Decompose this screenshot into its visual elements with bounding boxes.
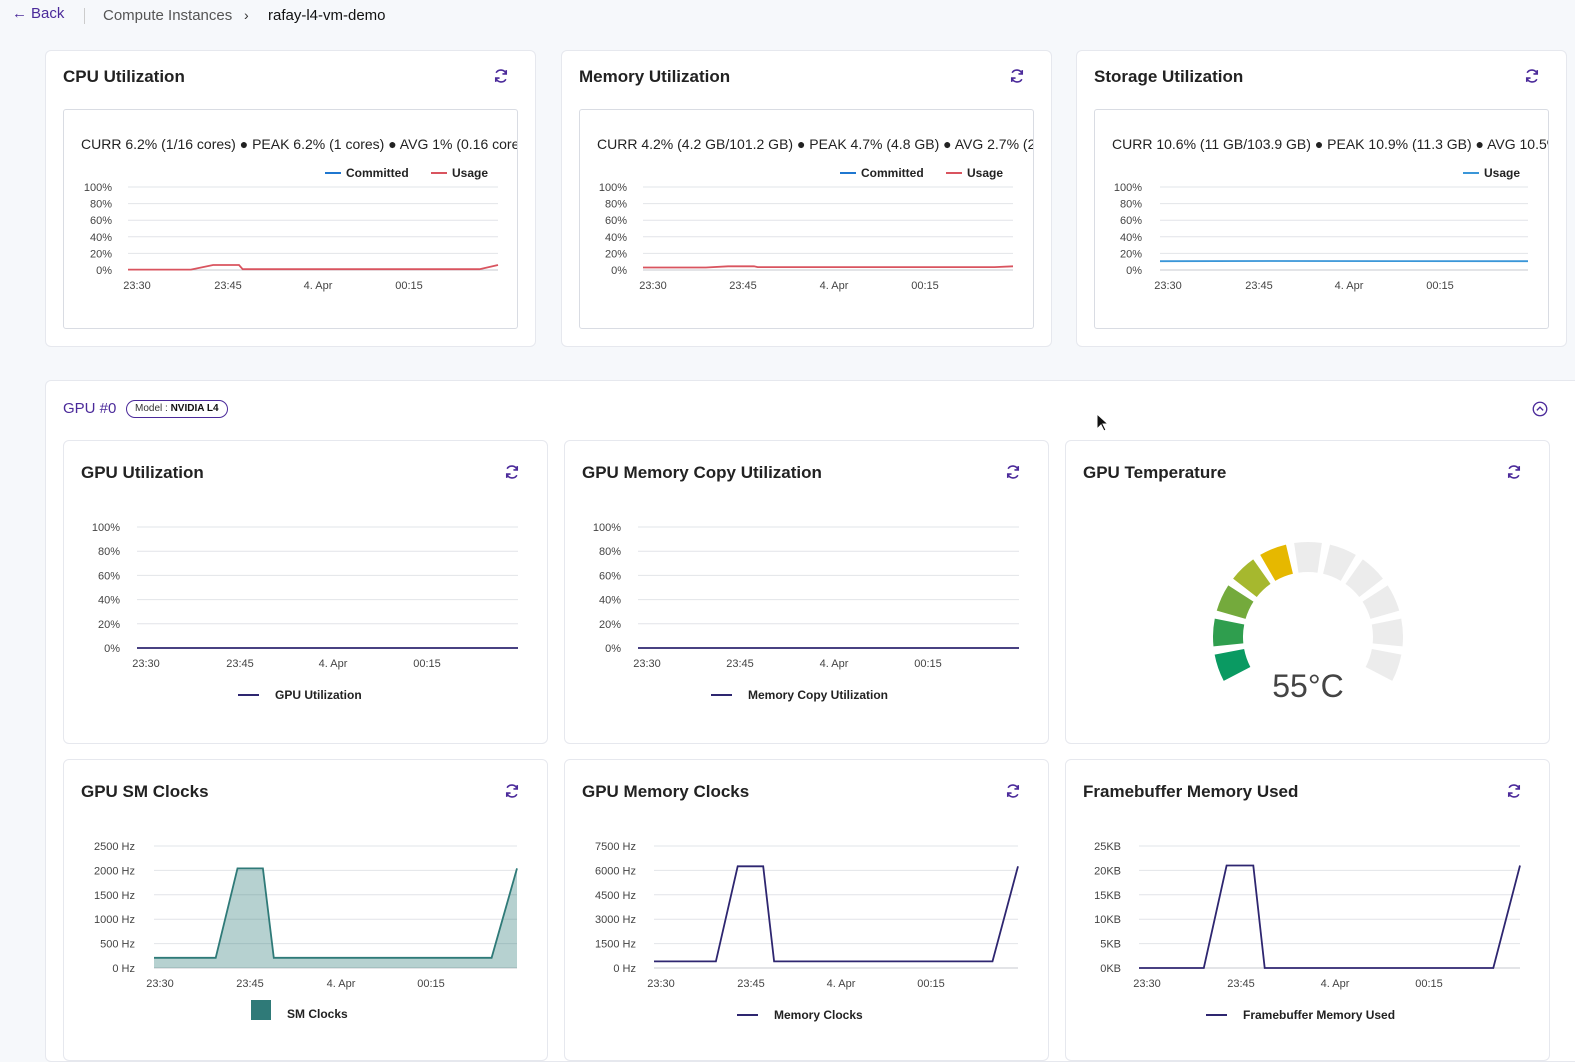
y-tick-label: 0 Hz [613, 963, 636, 975]
series-line [1139, 866, 1520, 969]
y-tick-label: 80% [90, 199, 112, 211]
y-tick-label: 0% [1126, 265, 1142, 277]
y-tick-label: 100% [84, 182, 112, 194]
y-tick-label: 0% [605, 643, 621, 655]
series-line [154, 868, 517, 957]
y-tick-label: 80% [599, 546, 621, 558]
y-tick-label: 7500 Hz [595, 841, 636, 853]
y-tick-label: 20% [605, 248, 627, 260]
x-tick-label: 00:15 [417, 978, 445, 990]
y-tick-label: 20% [599, 619, 621, 631]
x-tick-label: 23:45 [1227, 978, 1255, 990]
x-tick-label: 00:15 [914, 658, 942, 670]
x-tick-label: 4. Apr [820, 280, 849, 292]
y-tick-label: 10KB [1094, 914, 1121, 926]
y-tick-label: 60% [599, 570, 621, 582]
y-tick-label: 80% [605, 199, 627, 211]
series-line [643, 266, 1013, 267]
y-tick-label: 60% [90, 215, 112, 227]
legend-label: Usage [452, 166, 488, 180]
y-tick-label: 15KB [1094, 890, 1121, 902]
legend-label: Committed [346, 166, 409, 180]
x-tick-label: 23:45 [214, 280, 242, 292]
y-tick-label: 100% [92, 522, 120, 534]
x-tick-label: 23:30 [132, 658, 160, 670]
x-tick-label: 4. Apr [319, 658, 348, 670]
x-tick-label: 23:45 [726, 658, 754, 670]
x-tick-label: 00:15 [911, 280, 939, 292]
x-tick-label: 23:30 [1154, 280, 1182, 292]
y-tick-label: 3000 Hz [595, 914, 636, 926]
x-tick-label: 23:45 [226, 658, 254, 670]
y-tick-label: 40% [1120, 232, 1142, 244]
y-tick-label: 1500 Hz [595, 939, 636, 951]
y-tick-label: 80% [98, 546, 120, 558]
y-tick-label: 60% [98, 570, 120, 582]
series-line [654, 866, 1018, 961]
y-tick-label: 100% [593, 522, 621, 534]
y-tick-label: 100% [1114, 182, 1142, 194]
y-tick-label: 40% [98, 595, 120, 607]
x-tick-label: 23:30 [123, 280, 151, 292]
legend-label: Usage [967, 166, 1003, 180]
x-tick-label: 4. Apr [820, 658, 849, 670]
x-tick-label: 00:15 [917, 978, 945, 990]
y-tick-label: 1000 Hz [94, 914, 135, 926]
legend-label: Memory Clocks [774, 1008, 863, 1022]
x-tick-label: 23:30 [1133, 978, 1161, 990]
x-tick-label: 00:15 [395, 280, 423, 292]
y-tick-label: 20% [98, 619, 120, 631]
y-tick-label: 20% [90, 248, 112, 260]
y-tick-label: 100% [599, 182, 627, 194]
x-tick-label: 00:15 [1426, 280, 1454, 292]
x-tick-label: 00:15 [413, 658, 441, 670]
x-tick-label: 23:45 [236, 978, 264, 990]
x-tick-label: 4. Apr [827, 978, 856, 990]
y-tick-label: 4500 Hz [595, 890, 636, 902]
x-tick-label: 4. Apr [1321, 978, 1350, 990]
y-tick-label: 60% [605, 215, 627, 227]
y-tick-label: 500 Hz [100, 939, 135, 951]
y-tick-label: 0 Hz [112, 963, 135, 975]
y-tick-label: 0% [96, 265, 112, 277]
legend-label: SM Clocks [287, 1007, 348, 1021]
y-tick-label: 5KB [1100, 939, 1121, 951]
x-tick-label: 23:30 [633, 658, 661, 670]
y-tick-label: 0KB [1100, 963, 1121, 975]
y-tick-label: 0% [611, 265, 627, 277]
x-tick-label: 4. Apr [1335, 280, 1364, 292]
x-tick-label: 23:30 [639, 280, 667, 292]
x-tick-label: 00:15 [1415, 978, 1443, 990]
y-tick-label: 40% [90, 232, 112, 244]
y-tick-label: 2000 Hz [94, 865, 135, 877]
y-tick-label: 60% [1120, 215, 1142, 227]
y-tick-label: 20% [1120, 248, 1142, 260]
y-tick-label: 0% [104, 643, 120, 655]
y-tick-label: 80% [1120, 199, 1142, 211]
x-tick-label: 4. Apr [327, 978, 356, 990]
x-tick-label: 23:30 [146, 978, 174, 990]
x-tick-label: 4. Apr [304, 280, 333, 292]
legend-label: Usage [1484, 166, 1520, 180]
x-tick-label: 23:45 [729, 280, 757, 292]
legend-label: Committed [861, 166, 924, 180]
y-tick-label: 2500 Hz [94, 841, 135, 853]
y-tick-label: 40% [605, 232, 627, 244]
series-area [154, 868, 517, 968]
x-tick-label: 23:30 [647, 978, 675, 990]
legend-label: Memory Copy Utilization [748, 688, 888, 702]
legend-swatch [251, 1000, 271, 1020]
y-tick-label: 40% [599, 595, 621, 607]
series-line [128, 265, 498, 270]
legend-label: GPU Utilization [275, 688, 362, 702]
x-tick-label: 23:45 [737, 978, 765, 990]
x-tick-label: 23:45 [1245, 280, 1273, 292]
y-tick-label: 20KB [1094, 865, 1121, 877]
legend-label: Framebuffer Memory Used [1243, 1008, 1395, 1022]
y-tick-label: 1500 Hz [94, 890, 135, 902]
y-tick-label: 6000 Hz [595, 865, 636, 877]
y-tick-label: 25KB [1094, 841, 1121, 853]
